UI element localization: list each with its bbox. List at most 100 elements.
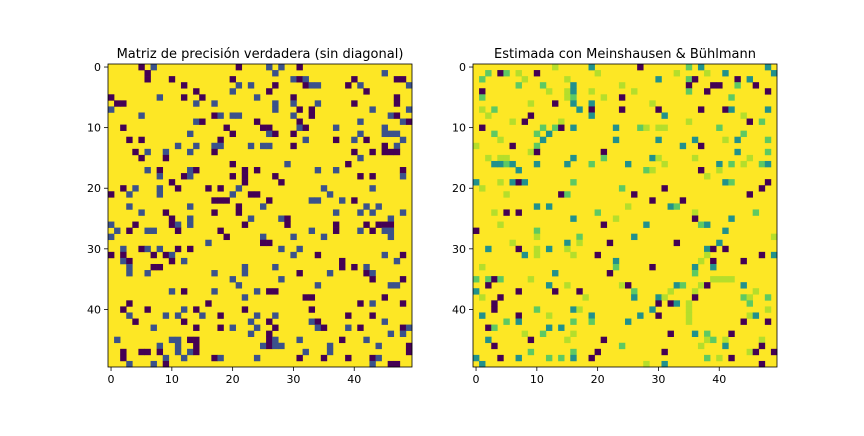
heatmap-cell xyxy=(345,312,352,319)
heatmap-cell xyxy=(758,118,766,125)
heatmap-cell xyxy=(144,348,151,356)
heatmap-cell xyxy=(752,312,760,319)
heatmap-cell xyxy=(180,82,188,89)
heatmap-cell xyxy=(162,251,170,259)
heatmap-cell xyxy=(211,270,218,277)
heatmap-cell xyxy=(576,233,583,241)
heatmap-cell xyxy=(156,94,164,101)
heatmap-cell xyxy=(570,318,577,325)
heatmap-cell xyxy=(381,124,388,131)
chart-title-right: Estimada con Meinshausen & Bühlmann xyxy=(494,47,756,62)
heatmap-cell xyxy=(296,336,303,344)
heatmap-cell xyxy=(308,318,316,325)
heatmap-cell xyxy=(387,360,395,368)
heatmap-cell xyxy=(697,221,705,228)
heatmap-cell xyxy=(241,179,249,186)
heatmap-cell xyxy=(253,94,261,101)
y-tick-label: 10 xyxy=(452,122,466,135)
heatmap-cell xyxy=(150,324,157,331)
heatmap-cell xyxy=(187,148,194,156)
heatmap-cell xyxy=(527,336,535,344)
heatmap-cell xyxy=(193,324,200,331)
heatmap-cell xyxy=(332,227,340,234)
heatmap-cell xyxy=(126,136,133,144)
heatmap-cell xyxy=(108,94,115,101)
heatmap-cell xyxy=(253,167,261,174)
heatmap-cell xyxy=(266,197,273,204)
heatmap-cell xyxy=(150,227,157,234)
heatmap-cell xyxy=(387,282,395,289)
y-tick-label: 0 xyxy=(459,61,466,74)
heatmap-cell xyxy=(649,154,656,162)
heatmap-cell xyxy=(704,173,711,180)
heatmap-cell xyxy=(314,167,322,174)
heatmap-cell xyxy=(138,154,145,162)
heatmap-cell xyxy=(491,324,498,331)
heatmap-cell xyxy=(138,64,145,71)
heatmap-cell xyxy=(156,348,164,356)
heatmap-cell xyxy=(132,185,139,192)
heatmap-cell xyxy=(187,203,194,210)
heatmap-cell xyxy=(266,336,273,344)
heatmap-cell xyxy=(491,342,498,350)
heatmap-cell xyxy=(509,179,516,186)
heatmap-cell xyxy=(710,336,717,344)
heatmap-cell xyxy=(126,300,133,307)
heatmap-cell xyxy=(375,354,382,362)
heatmap-cell xyxy=(290,251,297,259)
heatmap-cell xyxy=(740,294,747,301)
heatmap-cell xyxy=(302,136,309,144)
heatmap-cell xyxy=(314,197,322,204)
heatmap-cell xyxy=(211,197,218,204)
heatmap-cell xyxy=(229,324,236,331)
heatmap-cell xyxy=(710,82,717,89)
heatmap-cell xyxy=(108,106,115,113)
y-tick-label: 0 xyxy=(94,61,101,74)
heatmap-cell xyxy=(503,160,510,168)
heatmap-cell xyxy=(211,142,218,150)
heatmap-cell xyxy=(649,167,656,174)
heatmap-cell xyxy=(156,245,164,253)
heatmap-cell xyxy=(302,76,309,83)
heatmap-cell xyxy=(691,209,699,216)
heatmap-cell xyxy=(740,130,747,138)
heatmap-cell xyxy=(722,342,729,350)
heatmap-cell xyxy=(570,354,577,362)
heatmap-cell xyxy=(369,270,376,277)
heatmap-cell xyxy=(174,142,182,150)
heatmap-cell xyxy=(193,167,200,174)
heatmap-cell xyxy=(296,118,303,125)
heatmap-cell xyxy=(558,354,565,362)
heatmap-cell xyxy=(667,300,674,307)
heatmap-cell xyxy=(752,82,760,89)
heatmap-cell xyxy=(162,209,170,216)
heatmap-cell xyxy=(704,88,711,95)
heatmap-cell xyxy=(594,348,601,356)
heatmap-cell xyxy=(345,160,352,168)
heatmap-cell xyxy=(132,318,139,325)
heatmap-cell xyxy=(387,233,395,241)
heatmap-cell xyxy=(241,167,249,174)
heatmap-cell xyxy=(120,245,127,253)
heatmap-cell xyxy=(114,100,121,107)
heatmap-cell xyxy=(138,112,145,119)
heatmap-cell xyxy=(716,167,723,174)
heatmap-cell xyxy=(296,106,303,113)
heatmap-cell xyxy=(479,94,486,101)
heatmap-cell xyxy=(393,112,401,119)
heatmap-cell xyxy=(162,354,170,362)
heatmap-cell xyxy=(120,348,127,356)
heatmap-cell xyxy=(193,88,200,95)
heatmap-cell xyxy=(193,342,200,350)
heatmap-cell xyxy=(174,185,182,192)
heatmap-cell xyxy=(339,257,346,265)
heatmap-cell xyxy=(649,100,656,107)
heatmap-cell xyxy=(266,130,273,138)
heatmap-cell xyxy=(473,142,480,150)
heatmap-cell xyxy=(266,88,273,95)
heatmap-cell xyxy=(491,300,498,307)
heatmap-cell xyxy=(570,154,577,162)
heatmap-cell xyxy=(168,215,176,222)
heatmap-cell xyxy=(387,215,395,222)
heatmap-cell xyxy=(363,263,370,271)
